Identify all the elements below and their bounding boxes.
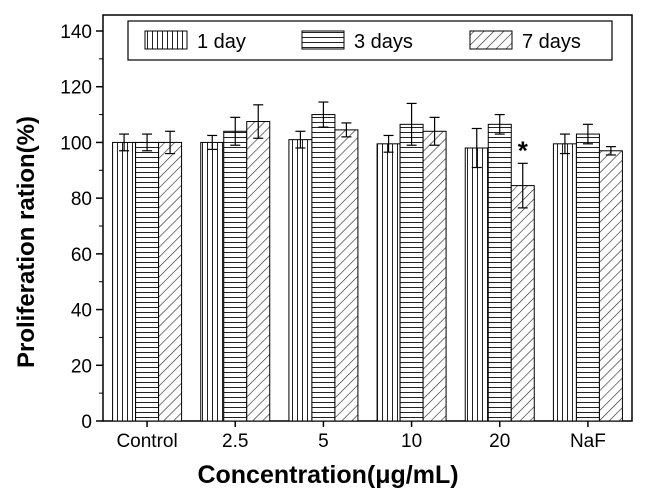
- bar-diagonal: [510, 185, 535, 422]
- bar-vertical: [200, 141, 225, 422]
- y-tick-label: 100: [60, 133, 92, 154]
- x-tick-label: 20: [489, 431, 510, 452]
- bar-horizontal: [575, 133, 600, 422]
- bar-diagonal: [422, 130, 447, 422]
- x-tick-label: 2.5: [222, 431, 248, 452]
- x-tick-label: Control: [116, 431, 177, 452]
- bar-horizontal: [311, 114, 336, 422]
- legend-swatch-vertical: [144, 30, 188, 50]
- y-axis-title: Proliferation ration(%): [13, 116, 40, 368]
- y-tick-label: 120: [60, 78, 92, 99]
- y-tick-label: 0: [81, 412, 92, 433]
- bar-vertical: [112, 141, 137, 422]
- bar-vertical: [464, 147, 489, 422]
- bar-diagonal: [334, 129, 359, 422]
- significance-mark: *: [518, 135, 529, 165]
- legend-swatch-horizontal: [301, 30, 345, 50]
- y-tick-label: 40: [71, 301, 92, 322]
- bar-diagonal: [246, 121, 271, 422]
- legend-label: 1 day: [197, 31, 246, 53]
- y-tick-label: 80: [71, 189, 92, 210]
- bar-vertical: [288, 139, 313, 422]
- bar-horizontal: [487, 123, 512, 422]
- bar-horizontal: [223, 130, 248, 422]
- y-tick-label: 60: [71, 245, 92, 266]
- legend-box: [127, 20, 613, 61]
- plot-area: [102, 14, 633, 422]
- x-tick-label: NaF: [570, 431, 606, 452]
- legend: 1 day 3 days 7 days: [127, 20, 613, 61]
- bar-diagonal: [598, 150, 623, 422]
- x-tick-label: 10: [401, 431, 422, 452]
- x-axis-title: Concentration(μg/mL): [197, 461, 458, 489]
- y-tick-label: 20: [71, 356, 92, 377]
- legend-swatch-diagonal: [469, 30, 513, 50]
- legend-label: 3 days: [354, 31, 413, 53]
- y-tick-label: 140: [60, 22, 92, 43]
- bar-horizontal: [399, 123, 424, 422]
- bar-diagonal: [158, 141, 183, 422]
- axes: Control 2.5 5 10 20 NaF 0 20 40 60 80 100 120 140: [60, 22, 606, 452]
- bars: *: [112, 101, 623, 422]
- legend-label: 7 days: [522, 31, 581, 53]
- x-tick-label: 5: [318, 431, 329, 452]
- bar-vertical: [376, 143, 401, 422]
- bar-horizontal: [135, 141, 160, 422]
- bar-vertical: [552, 143, 577, 422]
- plot-frame: [102, 14, 633, 422]
